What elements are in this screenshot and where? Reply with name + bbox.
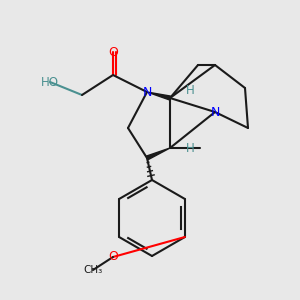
Text: N: N	[142, 85, 152, 98]
Polygon shape	[147, 92, 170, 100]
Polygon shape	[146, 148, 170, 160]
Text: O: O	[108, 250, 118, 263]
Text: O: O	[108, 46, 118, 59]
Text: H: H	[186, 83, 194, 97]
Text: CH₃: CH₃	[83, 265, 103, 275]
Text: N: N	[210, 106, 220, 118]
Text: HO: HO	[41, 76, 59, 88]
Text: H: H	[186, 142, 194, 154]
